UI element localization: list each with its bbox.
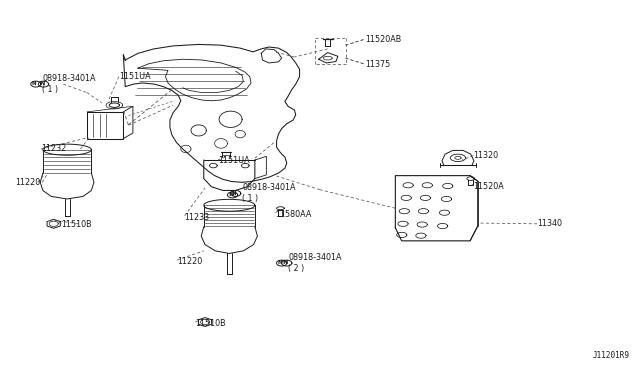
Text: 11233: 11233 — [184, 213, 210, 222]
Text: N: N — [228, 192, 234, 197]
Text: 11520A: 11520A — [473, 182, 504, 191]
Text: 08918-3401A
( 1 ): 08918-3401A ( 1 ) — [242, 183, 296, 203]
Text: 11520AB: 11520AB — [365, 35, 401, 44]
Text: 08918-3401A
( 2 ): 08918-3401A ( 2 ) — [288, 253, 342, 273]
Text: J11201R9: J11201R9 — [593, 351, 630, 360]
Text: N: N — [39, 81, 44, 86]
Text: 11340: 11340 — [537, 219, 562, 228]
Text: 08918-3401A
( 1 ): 08918-3401A ( 1 ) — [42, 74, 96, 94]
Text: 11320: 11320 — [473, 151, 499, 160]
Text: 11220: 11220 — [15, 178, 40, 187]
Text: 1151UA: 1151UA — [119, 72, 150, 81]
Text: N: N — [282, 260, 287, 265]
Text: 11220: 11220 — [177, 257, 202, 266]
Text: N: N — [278, 260, 282, 265]
Text: 11232: 11232 — [41, 144, 66, 153]
Text: 11510B: 11510B — [195, 319, 226, 328]
Text: 1151UA: 1151UA — [218, 155, 250, 164]
Text: N: N — [31, 81, 36, 86]
Text: N: N — [232, 190, 236, 196]
Text: 11580AA: 11580AA — [275, 210, 312, 219]
Text: 11375: 11375 — [365, 60, 390, 69]
Text: 11510B: 11510B — [61, 220, 92, 229]
